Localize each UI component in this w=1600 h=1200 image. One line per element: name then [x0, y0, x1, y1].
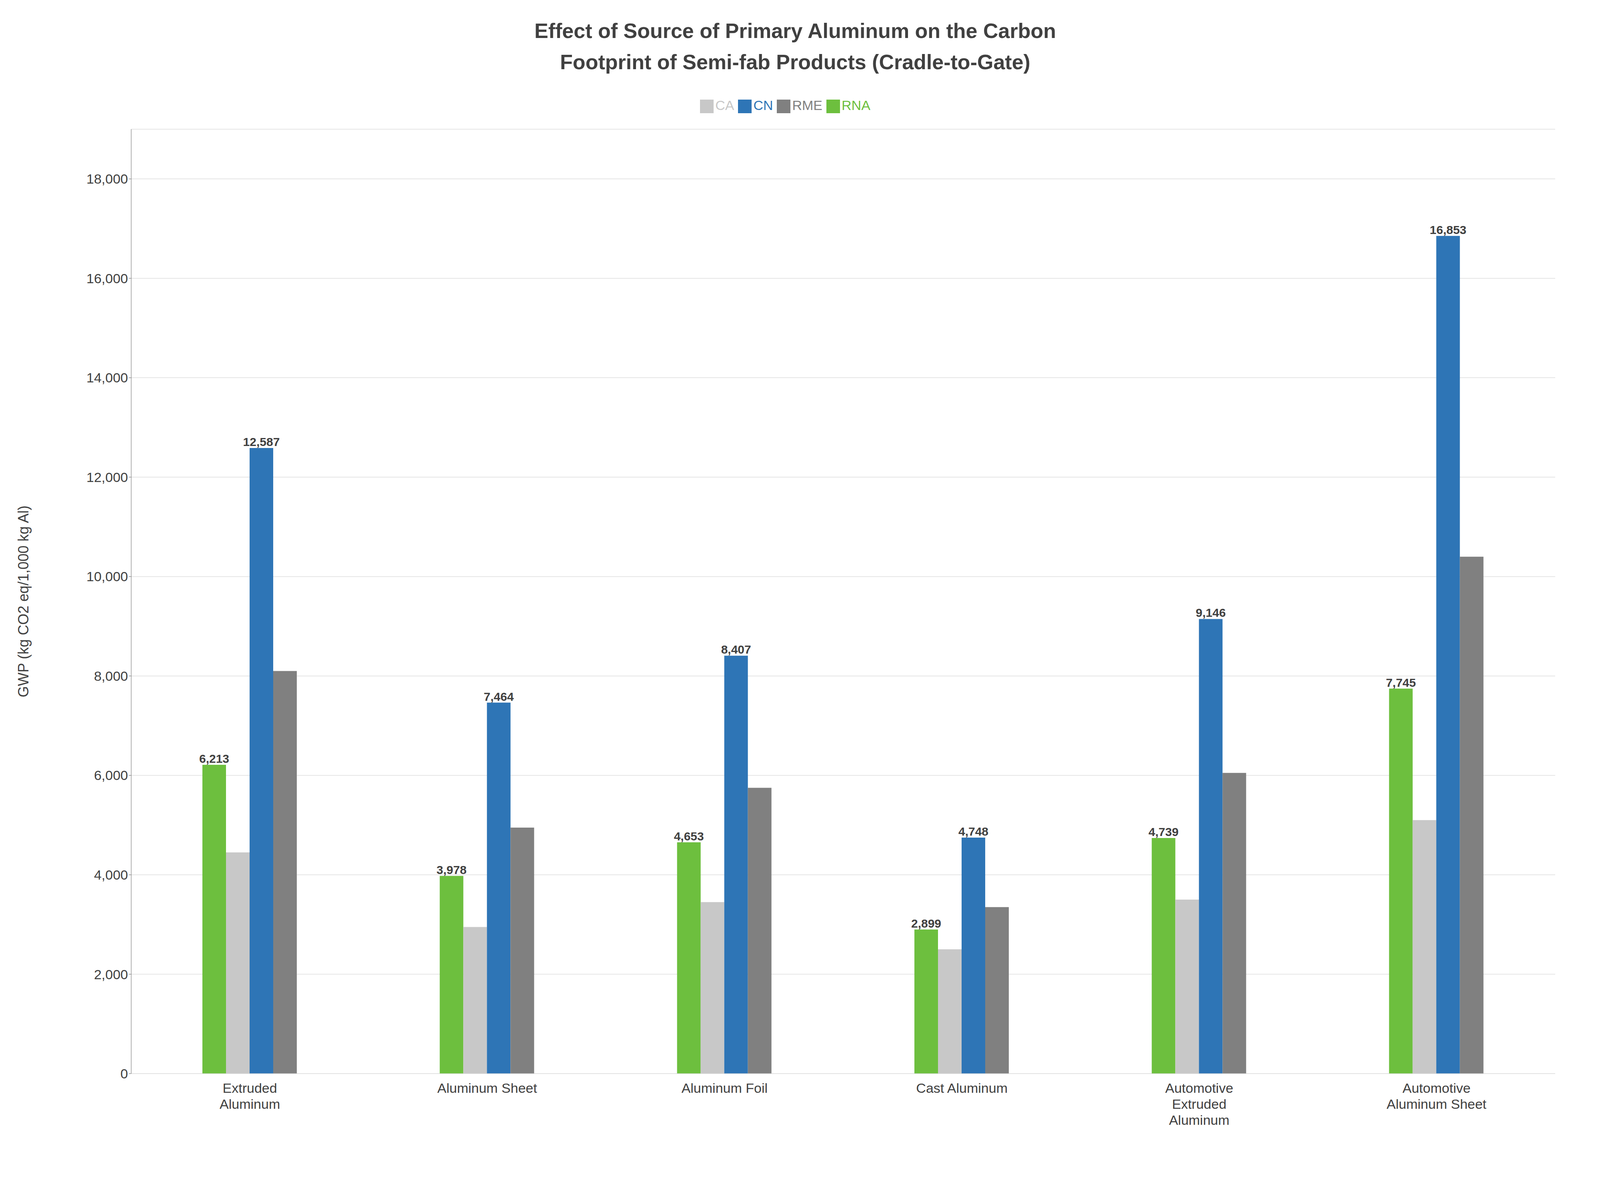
svg-text:Aluminum Sheet: Aluminum Sheet — [437, 1080, 538, 1096]
svg-text:8,000: 8,000 — [94, 668, 128, 684]
html-text:CA: CA — [715, 97, 735, 113]
svg-text:4,653: 4,653 — [674, 829, 704, 843]
svg-text:12,587: 12,587 — [243, 435, 280, 449]
svg-text:6,213: 6,213 — [199, 752, 230, 766]
svg-text:2,899: 2,899 — [911, 916, 942, 930]
svg-text:8,407: 8,407 — [721, 642, 752, 656]
html-text:RNA: RNA — [841, 97, 871, 113]
html-text:RME: RME — [792, 97, 823, 113]
svg-text:4,000: 4,000 — [94, 867, 128, 883]
html-text:CN: CN — [753, 97, 773, 113]
svg-text:Cast Aluminum: Cast Aluminum — [916, 1080, 1008, 1096]
svg-text:ExtrudedAluminum: ExtrudedAluminum — [219, 1080, 280, 1112]
svg-text:6,000: 6,000 — [94, 767, 128, 783]
svg-text:16,853: 16,853 — [1429, 223, 1467, 237]
svg-text:7,464: 7,464 — [483, 690, 514, 704]
svg-text:14,000: 14,000 — [86, 370, 128, 386]
svg-text:16,000: 16,000 — [86, 270, 128, 286]
svg-text:4,748: 4,748 — [958, 824, 989, 838]
svg-text:AutomotiveExtrudedAluminum: AutomotiveExtrudedAluminum — [1165, 1080, 1234, 1128]
html-text:Effect of Source of Primary Al: Effect of Source of Primary Aluminum on … — [534, 19, 1056, 74]
svg-text:AutomotiveAluminum Sheet: AutomotiveAluminum Sheet — [1386, 1080, 1487, 1112]
svg-text:0: 0 — [120, 1066, 128, 1082]
svg-text:2,000: 2,000 — [94, 966, 128, 982]
svg-text:18,000: 18,000 — [86, 171, 128, 187]
svg-text:Aluminum Foil: Aluminum Foil — [681, 1080, 768, 1096]
svg-text:10,000: 10,000 — [86, 568, 128, 584]
svg-text:4,739: 4,739 — [1148, 825, 1179, 839]
svg-text:GWP (kg CO2 eq/1,000 kg Al): GWP (kg CO2 eq/1,000 kg Al) — [15, 505, 32, 698]
svg-text:12,000: 12,000 — [86, 469, 128, 485]
svg-text:7,745: 7,745 — [1386, 676, 1416, 690]
svg-text:3,978: 3,978 — [436, 863, 467, 877]
svg-text:9,146: 9,146 — [1195, 606, 1226, 620]
